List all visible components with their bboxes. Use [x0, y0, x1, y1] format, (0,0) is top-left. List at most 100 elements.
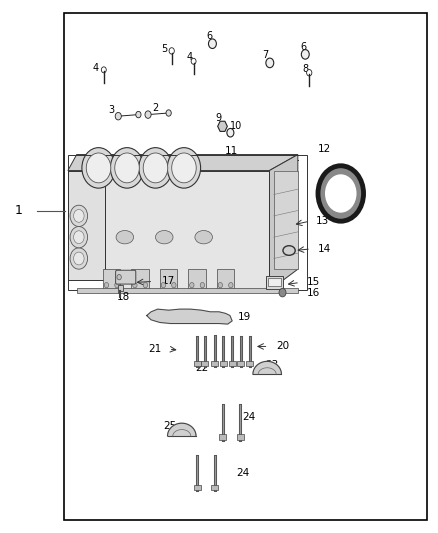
Circle shape	[167, 148, 201, 188]
Ellipse shape	[155, 230, 173, 244]
Text: 12: 12	[318, 144, 331, 154]
Bar	[268, 278, 281, 286]
Text: 1: 1	[14, 204, 22, 217]
Bar	[64, 13, 427, 520]
Circle shape	[325, 174, 357, 213]
Circle shape	[208, 39, 216, 49]
Circle shape	[169, 48, 174, 54]
Circle shape	[161, 282, 166, 288]
Polygon shape	[253, 361, 281, 374]
Bar	[274, 171, 298, 269]
Circle shape	[229, 282, 233, 288]
Circle shape	[145, 111, 151, 118]
Text: 13: 13	[315, 216, 328, 226]
Bar	[188, 269, 206, 290]
Bar	[68, 155, 307, 290]
Bar	[118, 286, 123, 291]
Circle shape	[115, 112, 121, 120]
Circle shape	[133, 282, 137, 288]
Circle shape	[101, 67, 106, 73]
Bar	[217, 269, 234, 290]
FancyBboxPatch shape	[266, 276, 283, 289]
Circle shape	[172, 153, 196, 183]
Bar	[201, 361, 208, 366]
Circle shape	[74, 231, 84, 244]
Circle shape	[70, 248, 88, 269]
Text: 19: 19	[238, 312, 251, 322]
Polygon shape	[269, 155, 298, 290]
Polygon shape	[218, 121, 227, 132]
Text: 17: 17	[162, 277, 175, 286]
Circle shape	[172, 282, 176, 288]
Circle shape	[191, 58, 196, 64]
Circle shape	[104, 282, 109, 288]
Text: 2: 2	[152, 103, 159, 113]
Bar	[211, 485, 218, 490]
Circle shape	[218, 282, 223, 288]
Circle shape	[74, 209, 84, 222]
Circle shape	[301, 50, 309, 59]
Text: 10: 10	[230, 122, 242, 131]
Ellipse shape	[283, 246, 295, 255]
Text: 6: 6	[207, 31, 213, 41]
Text: 5: 5	[161, 44, 167, 54]
Text: 11: 11	[225, 147, 238, 156]
Bar	[160, 269, 177, 290]
Circle shape	[82, 148, 115, 188]
Circle shape	[115, 282, 119, 288]
Ellipse shape	[116, 230, 134, 244]
Text: 6: 6	[300, 42, 306, 52]
Circle shape	[74, 252, 84, 265]
Circle shape	[166, 110, 171, 116]
Bar	[105, 171, 269, 290]
Text: 3: 3	[109, 106, 115, 115]
Bar	[237, 361, 244, 366]
Bar	[211, 361, 218, 366]
Text: 23: 23	[265, 360, 278, 370]
Circle shape	[227, 128, 234, 137]
Text: 18: 18	[117, 293, 130, 302]
Text: 15: 15	[307, 278, 320, 287]
Bar	[219, 434, 226, 440]
Circle shape	[143, 153, 168, 183]
Bar	[246, 361, 253, 366]
Text: 7: 7	[262, 51, 268, 60]
Text: 14: 14	[318, 244, 331, 254]
Text: 21: 21	[148, 344, 161, 354]
Polygon shape	[167, 423, 196, 436]
Circle shape	[318, 166, 364, 221]
Text: 24: 24	[242, 412, 255, 422]
Circle shape	[70, 227, 88, 248]
Text: 20: 20	[276, 342, 289, 351]
Text: 24: 24	[237, 468, 250, 478]
Circle shape	[110, 148, 144, 188]
Text: 9: 9	[215, 114, 221, 123]
Bar	[194, 485, 201, 490]
Bar	[77, 288, 298, 293]
Bar	[229, 361, 236, 366]
Circle shape	[307, 70, 312, 76]
Circle shape	[190, 282, 194, 288]
Text: 4: 4	[186, 52, 192, 62]
Circle shape	[86, 153, 111, 183]
Ellipse shape	[195, 230, 212, 244]
Circle shape	[70, 205, 88, 227]
Circle shape	[279, 288, 286, 297]
Bar	[194, 361, 201, 366]
Circle shape	[115, 153, 139, 183]
FancyBboxPatch shape	[116, 270, 136, 284]
Text: 4: 4	[92, 63, 99, 72]
Bar	[131, 269, 149, 290]
Bar	[68, 171, 105, 280]
Circle shape	[136, 111, 141, 118]
Text: 16: 16	[307, 288, 320, 297]
Circle shape	[200, 282, 205, 288]
Circle shape	[117, 274, 121, 280]
Text: 22: 22	[195, 363, 208, 373]
Bar	[103, 269, 120, 290]
Polygon shape	[68, 155, 298, 171]
Bar	[237, 434, 244, 440]
Text: 8: 8	[302, 64, 308, 74]
Bar	[220, 361, 227, 366]
Circle shape	[143, 282, 148, 288]
